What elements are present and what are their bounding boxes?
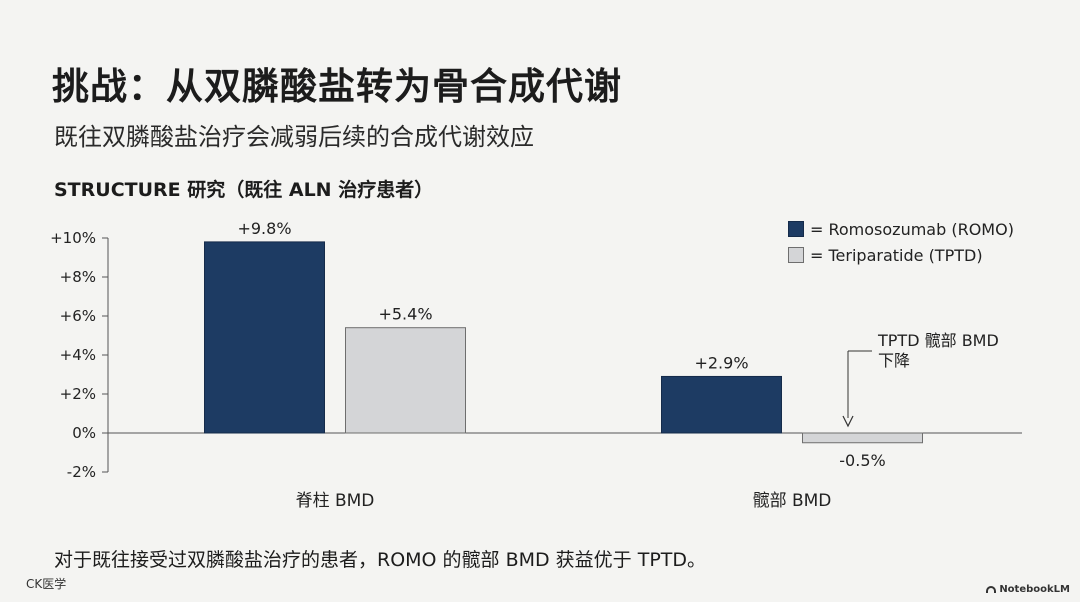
- legend-label-romo: = Romosozumab (ROMO): [810, 219, 1014, 239]
- legend-swatch-tptd: [788, 247, 804, 263]
- chart-legend: = Romosozumab (ROMO) = Teriparatide (TPT…: [788, 218, 1014, 270]
- bar-tptd-0: [345, 327, 466, 434]
- notebooklm-icon: [986, 586, 997, 593]
- footnote: 对于既往接受过双膦酸盐治疗的患者，ROMO 的髋部 BMD 获益优于 TPTD。: [54, 549, 707, 571]
- data-label: -0.5%: [839, 451, 885, 470]
- data-label: +9.8%: [237, 219, 291, 238]
- annotation-line-1: TPTD 髋部 BMD: [878, 331, 999, 350]
- data-label: +2.9%: [694, 353, 748, 372]
- watermark-brand-label: NotebookLM: [999, 584, 1070, 595]
- bar-romo-1: [661, 375, 782, 434]
- bar-romo-0: [204, 241, 325, 434]
- y-tick-label: 0%: [72, 424, 96, 442]
- y-tick-label: +8%: [60, 268, 96, 286]
- x-category-label: 脊柱 BMD: [296, 491, 375, 511]
- y-tick-label: -2%: [67, 463, 96, 481]
- bar-tptd-1: [802, 432, 923, 444]
- y-tick-label: +4%: [60, 346, 96, 364]
- page-title: 挑战：从双膦酸盐转为骨合成代谢: [52, 65, 622, 108]
- watermark-source: CK医学: [26, 577, 67, 591]
- legend-item-tptd: = Teriparatide (TPTD): [788, 244, 1014, 266]
- annotation-arrow-icon: [842, 415, 854, 428]
- y-tick-label: +6%: [60, 307, 96, 325]
- legend-swatch-romo: [788, 221, 804, 237]
- chart-heading: STRUCTURE 研究（既往 ALN 治疗患者）: [54, 179, 434, 201]
- page-subtitle: 既往双膦酸盐治疗会减弱后续的合成代谢效应: [54, 123, 534, 151]
- legend-item-romo: = Romosozumab (ROMO): [788, 218, 1014, 240]
- x-category-label: 髋部 BMD: [753, 491, 832, 511]
- annotation-line-2: 下降: [878, 351, 911, 370]
- watermark-brand: NotebookLM: [986, 584, 1070, 595]
- data-label: +5.4%: [378, 305, 432, 324]
- chart-annotation: TPTD 髋部 BMD 下降: [878, 331, 1018, 371]
- y-tick-label: +2%: [60, 385, 96, 403]
- y-tick-label: +10%: [50, 229, 96, 247]
- legend-label-tptd: = Teriparatide (TPTD): [810, 245, 983, 265]
